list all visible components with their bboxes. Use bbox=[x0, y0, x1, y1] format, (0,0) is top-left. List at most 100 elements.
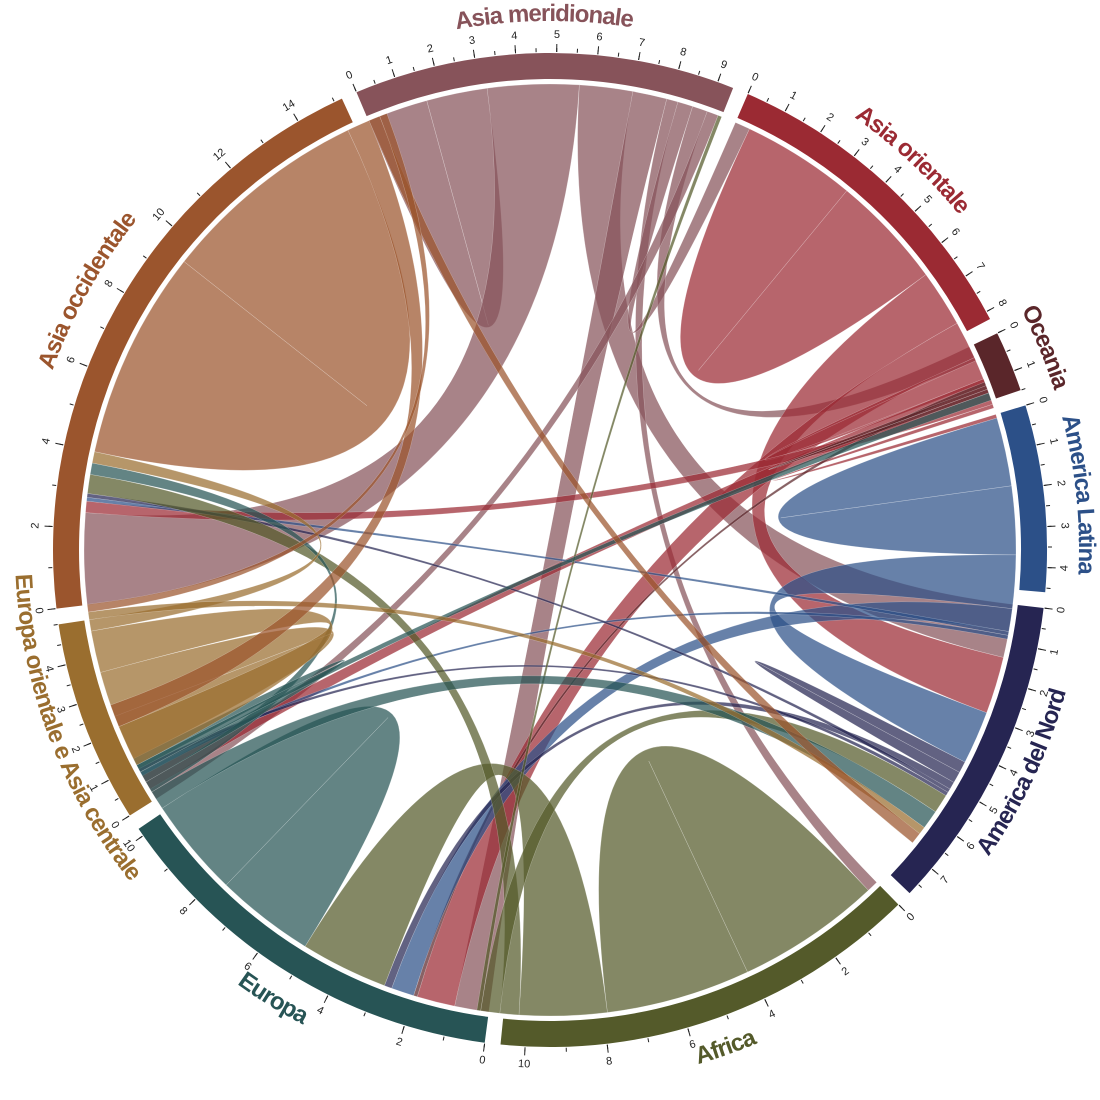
tick-mark bbox=[868, 932, 872, 937]
tick-mark-major bbox=[597, 46, 600, 55]
tick-label: 1 bbox=[1047, 437, 1060, 446]
tick-label: 0 bbox=[344, 69, 354, 82]
tick-mark-major bbox=[1036, 442, 1045, 446]
tick-label: 10 bbox=[120, 837, 137, 854]
tick-mark-major bbox=[1028, 688, 1037, 692]
tick-mark bbox=[53, 623, 58, 626]
tick-label: 8 bbox=[102, 278, 115, 289]
tick-label: 6 bbox=[596, 31, 603, 44]
flow-ribbon-asia-occidentale-to-europa bbox=[110, 120, 423, 728]
region-arc-asia-meridionale bbox=[356, 52, 734, 117]
tick-mark-major bbox=[101, 779, 109, 785]
flow-ribbon-africa-to-america-del-nord bbox=[480, 709, 947, 1014]
tick-mark-major bbox=[941, 237, 949, 243]
flow-ribbon-africa-to-asia-occidentale bbox=[87, 474, 522, 1016]
tick-label: 2 bbox=[395, 1036, 404, 1049]
region-label-africa: Africa bbox=[692, 1023, 760, 1069]
tick-mark bbox=[989, 783, 994, 787]
flow-ribbon-asia-orientale-to-oceania bbox=[764, 357, 986, 461]
tick-mark bbox=[95, 761, 100, 765]
region-arc-oceania bbox=[973, 333, 1021, 399]
tick-mark bbox=[953, 256, 958, 260]
tick-label: 2 bbox=[824, 111, 836, 124]
flow-ribbon-africa-to-europa bbox=[304, 763, 608, 1017]
tick-mark-major bbox=[189, 898, 196, 906]
tick-mark bbox=[1021, 707, 1027, 711]
tick-label: 0 bbox=[905, 911, 918, 924]
tick-label: 5 bbox=[921, 193, 934, 206]
tick-label: 4 bbox=[1058, 565, 1070, 572]
tick-mark bbox=[1021, 388, 1026, 391]
tick-mark-major bbox=[431, 57, 435, 66]
tick-label: 2 bbox=[1054, 479, 1067, 487]
tick-mark bbox=[647, 1038, 650, 1043]
tick-mark-major bbox=[606, 1044, 609, 1053]
tick-label: 9 bbox=[719, 58, 729, 71]
tick-label: 4 bbox=[42, 664, 55, 673]
flow-ribbon-america-del-nord-to-europa-orientale-e-asia-centrale bbox=[138, 664, 949, 797]
tick-mark-major bbox=[638, 51, 641, 61]
tick-mark-major bbox=[853, 149, 860, 157]
tick-mark bbox=[726, 1015, 729, 1020]
tick-label: 4 bbox=[767, 1008, 778, 1021]
flow-ribbon-asia-orientale-to-america-latina bbox=[772, 403, 998, 481]
tick-label: 0 bbox=[1007, 320, 1020, 331]
tick-label: 1 bbox=[385, 54, 395, 67]
region-label-america-latina: America Latina bbox=[1056, 412, 1100, 576]
tick-label: 6 bbox=[688, 1038, 697, 1051]
tick-mark-major bbox=[472, 49, 476, 58]
tick-mark bbox=[79, 723, 84, 726]
tick-label: 6 bbox=[964, 840, 977, 852]
tick-label: 8 bbox=[177, 905, 190, 918]
flow-ribbon-america-latina-to-asia-occidentale bbox=[86, 496, 1010, 636]
flow-ribbon-europa-orientale-e-asia-centrale-to-asia-occidentale bbox=[88, 451, 322, 632]
flow-ribbon-asia-occidentale-to-europa-orientale-e-asia-centrale bbox=[86, 113, 430, 613]
tick-mark bbox=[1033, 668, 1038, 671]
tick-label: 0 bbox=[108, 819, 121, 831]
tick-label: 7 bbox=[973, 261, 986, 273]
tick-mark bbox=[976, 290, 981, 294]
tick-label: 4 bbox=[40, 437, 53, 446]
tick-label: 6 bbox=[65, 355, 78, 365]
tick-label: 8 bbox=[679, 46, 688, 59]
tick-mark bbox=[412, 66, 415, 71]
flow-ribbon-america-latina-to-america-latina bbox=[777, 417, 1017, 556]
flow-ribbon-europa-to-america-del-nord bbox=[151, 675, 936, 828]
tick-label: 0 bbox=[1055, 606, 1068, 613]
tick-mark-major bbox=[1026, 402, 1035, 406]
flow-ribbon-europa-orientale-e-asia-centrale-to-europa bbox=[90, 608, 333, 766]
flow-ribbon-america-latina-to-america-del-nord bbox=[769, 554, 1017, 763]
flow-ribbon-asia-meridionale-to-europa-orientale-e-asia-centrale bbox=[149, 111, 719, 800]
tick-label: 2 bbox=[69, 745, 82, 755]
tick-label: 0 bbox=[479, 1054, 487, 1067]
tick-mark bbox=[766, 97, 770, 102]
tick-label: 8 bbox=[605, 1055, 612, 1068]
tick-mark-major bbox=[401, 1026, 405, 1034]
tick-mark-major bbox=[293, 113, 299, 121]
flow-ribbon-america-del-nord-to-asia-occidentale bbox=[86, 493, 951, 793]
tick-mark-major bbox=[57, 664, 66, 668]
tick-mark bbox=[928, 223, 933, 228]
tick-mark bbox=[1006, 349, 1011, 352]
tick-mark bbox=[869, 165, 874, 170]
tick-mark-major bbox=[121, 815, 130, 821]
tick-mark-major bbox=[835, 957, 841, 965]
tick-label: 5 bbox=[554, 29, 560, 41]
tick-mark-major bbox=[687, 1028, 691, 1037]
tick-mark-major bbox=[1014, 367, 1023, 371]
tick-label: 7 bbox=[638, 37, 646, 50]
tick-mark-major bbox=[764, 999, 769, 1007]
tick-label: 1 bbox=[1048, 648, 1061, 656]
region-arc-asia-orientale bbox=[737, 94, 991, 332]
flow-ribbon-africa-to-asia-meridionale bbox=[476, 115, 723, 1012]
tick-mark bbox=[968, 819, 973, 823]
tick-label: 2 bbox=[1038, 689, 1051, 698]
tick-mark bbox=[1007, 746, 1012, 749]
tick-mark-major bbox=[885, 176, 892, 183]
tick-mark-major bbox=[998, 765, 1007, 770]
tick-mark-major bbox=[986, 306, 995, 312]
flow-ribbon-asia-orientale-to-asia-occidentale bbox=[85, 393, 993, 521]
flow-ribbon-asia-meridionale-to-asia-orientale bbox=[627, 101, 750, 333]
flow-ribbon-asia-occidentale-to-america-del-nord bbox=[368, 115, 921, 844]
region-arc-america-latina bbox=[1000, 405, 1047, 593]
